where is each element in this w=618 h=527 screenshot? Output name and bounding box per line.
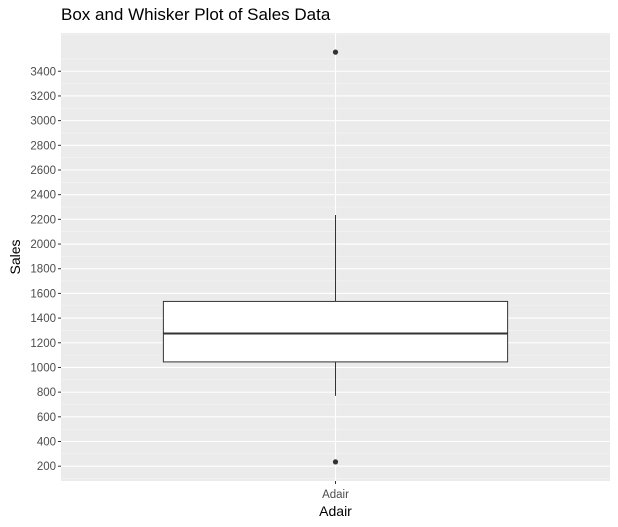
y-tick-label: 3000 bbox=[30, 116, 56, 128]
outlier-point bbox=[332, 49, 339, 55]
y-tick-label: 2000 bbox=[30, 239, 56, 251]
y-tick-label: 1200 bbox=[30, 338, 56, 350]
y-tick-label: 2200 bbox=[30, 214, 56, 226]
outlier-point bbox=[332, 459, 339, 465]
y-tick-label: 1400 bbox=[30, 313, 56, 325]
boxplot-layer bbox=[162, 49, 509, 465]
y-tick-label: 800 bbox=[37, 387, 56, 399]
y-tick-label: 2400 bbox=[30, 190, 56, 202]
y-tick-label: 600 bbox=[37, 412, 56, 424]
y-tick-label: 400 bbox=[37, 437, 56, 449]
y-tick-label: 1800 bbox=[30, 264, 56, 276]
box-iqr bbox=[162, 300, 509, 363]
x-tick-label: Adair bbox=[322, 489, 349, 501]
y-tick-label: 2600 bbox=[30, 165, 56, 177]
y-tick-label: 200 bbox=[37, 461, 56, 473]
y-tick-label: 3400 bbox=[30, 66, 56, 78]
box-adair bbox=[162, 49, 509, 465]
y-tick-label: 1600 bbox=[30, 288, 56, 300]
x-axis: Adair bbox=[322, 481, 349, 501]
y-tick-label: 1000 bbox=[30, 362, 56, 374]
chart-title: Box and Whisker Plot of Sales Data bbox=[61, 5, 331, 24]
x-axis-title: Adair bbox=[319, 503, 352, 519]
y-tick-label: 2800 bbox=[30, 140, 56, 152]
y-axis-title: Sales bbox=[7, 239, 23, 274]
y-axis: 200 400 600 800 1000 1200 1400 1600 1800 2000 2200… bbox=[30, 66, 61, 473]
y-tick-label: 3200 bbox=[30, 91, 56, 103]
